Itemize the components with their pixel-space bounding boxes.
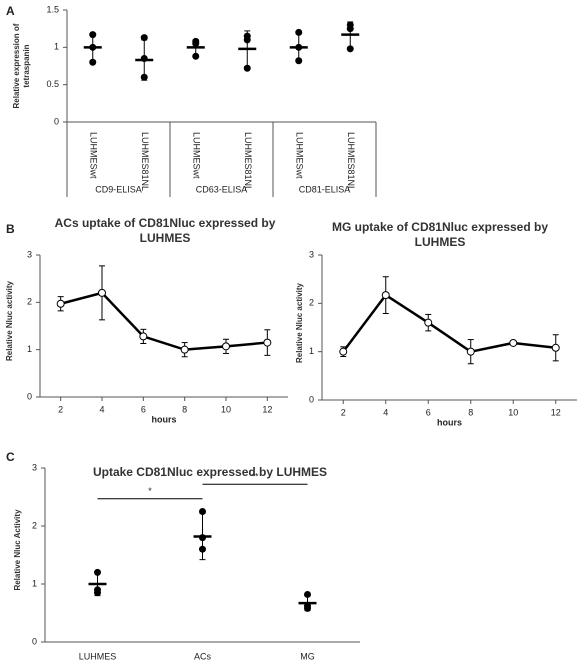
data-marker xyxy=(180,345,189,354)
x-tick-label: 8 xyxy=(468,407,473,417)
data-marker xyxy=(98,288,106,297)
x-tick-label: 8 xyxy=(182,404,187,414)
data-marker xyxy=(551,343,560,352)
data-line xyxy=(60,291,268,351)
x-tick-label: 12 xyxy=(551,407,561,417)
chart-title: Uptake CD81Nluc expressed by LUHMES xyxy=(92,465,328,479)
panel-label: C xyxy=(6,450,15,464)
x-tick-label: LUHMESwt xyxy=(191,132,201,179)
data-marker xyxy=(509,338,518,347)
x-tick-label: 10 xyxy=(508,407,518,417)
x-axis-label: hours xyxy=(437,417,462,427)
x-tick-label: LUHMES81NL xyxy=(140,132,150,191)
chart-title: ACs uptake of CD81Nluc expressed by LUHM… xyxy=(54,216,276,245)
x-tick-label: 4 xyxy=(99,404,104,414)
panel-label: A xyxy=(6,4,15,18)
data-marker xyxy=(424,318,433,327)
y-tick-label: 3 xyxy=(27,249,32,259)
x-tick-label: 10 xyxy=(221,404,231,414)
x-tick-label: 2 xyxy=(341,407,346,417)
x-tick-label: 4 xyxy=(383,407,388,417)
data-marker xyxy=(339,347,348,356)
y-tick-label: 0.5 xyxy=(46,79,59,89)
chart-title: MG uptake of CD81Nluc expressed by LUHME… xyxy=(331,220,549,249)
y-tick-label: 0 xyxy=(27,391,32,401)
x-tick-label: LUHMES xyxy=(79,651,117,661)
data-marker xyxy=(466,347,475,356)
x-tick-label: 2 xyxy=(58,404,63,414)
y-tick-label: 1 xyxy=(54,42,59,52)
data-marker xyxy=(139,332,148,341)
data-marker xyxy=(222,342,230,351)
y-tick-label: 1 xyxy=(27,344,32,354)
x-tick-label: MG xyxy=(300,651,315,661)
y-axis-label: Relative Nluc activity xyxy=(295,282,304,364)
y-tick-label: 3 xyxy=(309,249,314,259)
y-tick-label: 2 xyxy=(309,298,314,308)
significance-label: * xyxy=(148,486,152,496)
x-axis-label: hours xyxy=(151,414,176,424)
group-label: CD63-ELISA xyxy=(196,184,248,194)
y-axis-label: Relative Nluc activity xyxy=(5,280,14,362)
y-tick-label: 3 xyxy=(32,462,37,472)
x-tick-label: 12 xyxy=(262,404,272,414)
y-tick-label: 0 xyxy=(54,116,59,126)
x-tick-label: LUHMES81NL xyxy=(243,132,253,191)
x-tick-label: LUHMESwt xyxy=(88,132,98,179)
panel-label: B xyxy=(6,222,15,236)
x-tick-label: ACs xyxy=(194,651,212,661)
x-tick-label: 6 xyxy=(426,407,431,417)
y-tick-label: 1.5 xyxy=(46,4,59,14)
x-tick-label: LUHMESwt xyxy=(294,132,304,179)
data-point xyxy=(304,590,311,598)
significance-label: ** xyxy=(251,472,259,482)
y-axis-label: Relative Nluc Activity xyxy=(13,509,22,591)
data-marker xyxy=(381,291,390,300)
y-tick-label: 0 xyxy=(309,394,314,404)
data-marker xyxy=(263,338,272,347)
y-tick-label: 2 xyxy=(27,297,32,307)
data-marker xyxy=(56,299,65,308)
y-tick-label: 1 xyxy=(309,346,314,356)
group-label: CD9-ELISA xyxy=(95,184,142,194)
group-label: CD81-ELISA xyxy=(299,184,351,194)
x-tick-label: 6 xyxy=(141,404,146,414)
y-axis-label: Relative expression of tetraspanin xyxy=(12,23,31,109)
y-tick-label: 2 xyxy=(32,520,37,530)
x-tick-label: LUHMES81NL xyxy=(346,132,356,191)
data-line xyxy=(342,293,556,353)
y-tick-label: 0 xyxy=(32,636,37,646)
y-tick-label: 1 xyxy=(32,578,37,588)
